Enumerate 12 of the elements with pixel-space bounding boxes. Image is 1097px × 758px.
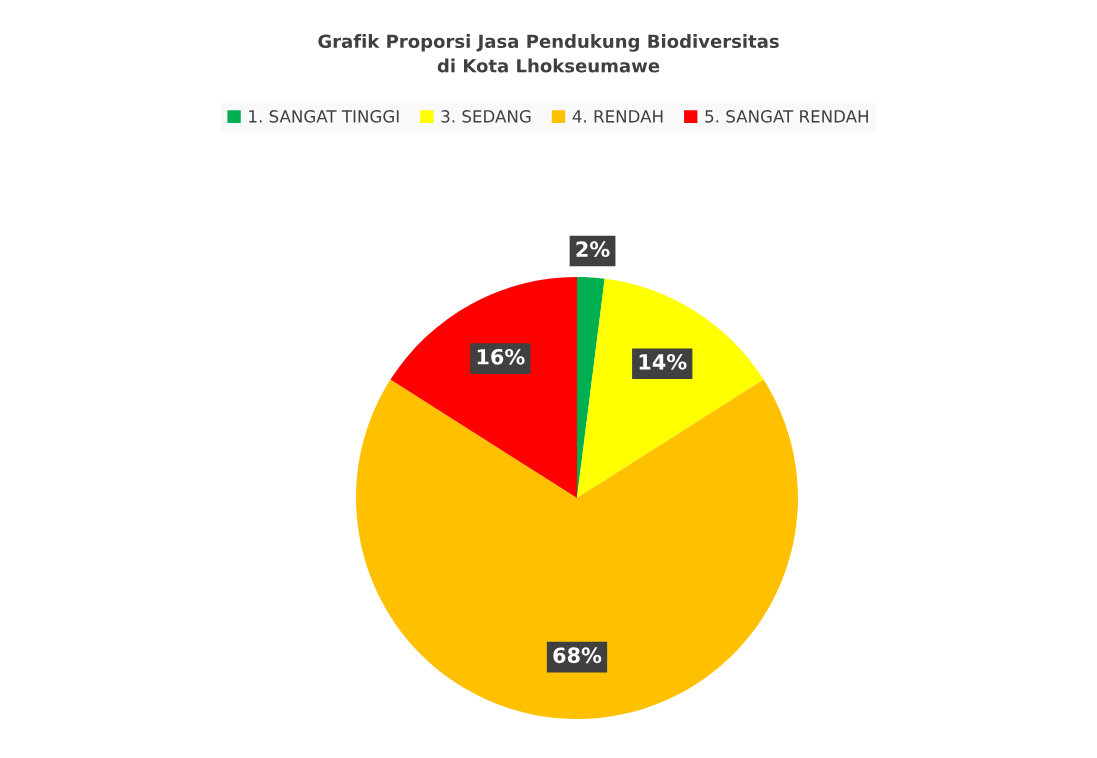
- legend-label: 3. SEDANG: [441, 110, 531, 123]
- legend-label: 1. SANGAT TINGGI: [249, 110, 399, 123]
- legend-label: 5. SANGAT RENDAH: [705, 110, 868, 123]
- chart-title: Grafik Proporsi Jasa Pendukung Biodiversitas di Kota Lhokseumawe: [318, 34, 779, 73]
- data-label: 68%: [553, 647, 602, 664]
- legend-label: 4. RENDAH: [572, 110, 663, 123]
- data-label: 16%: [477, 348, 525, 365]
- pie-slice: [356, 379, 798, 719]
- pie-slice: [390, 277, 577, 498]
- data-label: 14%: [639, 353, 687, 370]
- pie-slice: [577, 278, 764, 498]
- data-label: 2%: [576, 241, 610, 258]
